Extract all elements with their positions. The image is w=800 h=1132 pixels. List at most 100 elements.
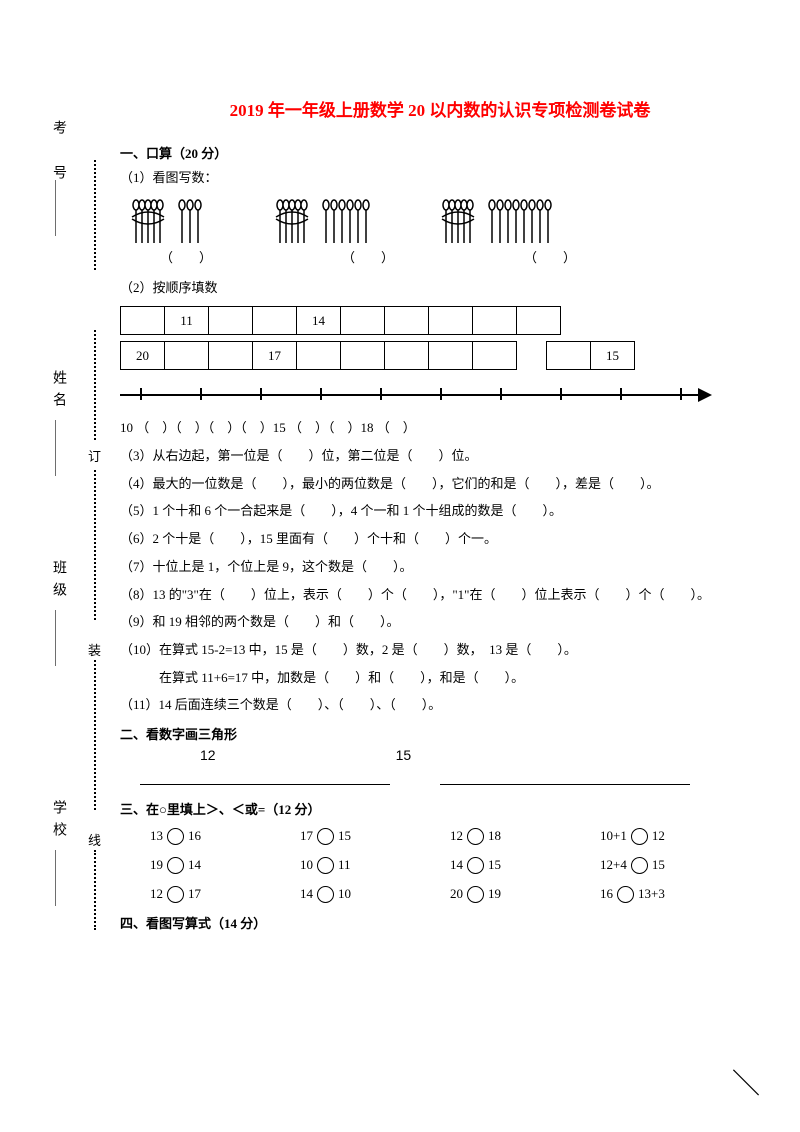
seq-cell: [547, 342, 591, 370]
q8: （8）13 的"3"在（ ）位上，表示（ ）个（ ），"1"在（ ）位上表示（ …: [120, 583, 760, 608]
compare-circle[interactable]: [467, 886, 484, 903]
compare-circle[interactable]: [317, 886, 334, 903]
number-line: [120, 380, 760, 410]
compare-circle[interactable]: [167, 828, 184, 845]
cmp-right: 17: [188, 886, 201, 902]
seq-cell: [429, 307, 473, 335]
compare-circle[interactable]: [167, 886, 184, 903]
cmp-left: 12: [150, 886, 163, 902]
q7: （7）十位上是 1，个位上是 9，这个数是（ ）。: [120, 555, 760, 580]
cmp-right: 15: [652, 857, 665, 873]
seq-cell: 14: [297, 307, 341, 335]
binding-mark-xian: 线: [88, 830, 101, 849]
tri-num-1: 12: [200, 747, 216, 763]
section4-heading: 四、看图写算式（14 分）: [120, 913, 760, 932]
q10a: （10）在算式 15-2=13 中，15 是（ ）数，2 是（ ）数， 13 是…: [120, 638, 760, 663]
seq-cell: [341, 342, 385, 370]
paren-blank: （ ）: [160, 247, 212, 266]
q5: （5）1 个十和 6 个一合起来是（ ），4 个一和 1 个十组成的数是（ ）。: [120, 499, 760, 524]
seq-cell: [517, 307, 561, 335]
sticks-group-2: [274, 197, 370, 245]
seq-cell: [473, 342, 517, 370]
seq-cell: [165, 342, 209, 370]
q3: （3）从右边起，第一位是（ ）位，第二位是（ ）位。: [120, 444, 760, 469]
binding-uline: ＿＿＿＿: [50, 850, 70, 906]
triangle-lines: [140, 771, 760, 785]
seq-cell: [209, 307, 253, 335]
cmp-left: 10: [300, 857, 313, 873]
compare-grid: 13161715121810+11219141011141512+4151217…: [150, 828, 760, 903]
compare-circle[interactable]: [167, 857, 184, 874]
tri-num-2: 15: [396, 747, 412, 763]
cmp-left: 17: [300, 828, 313, 844]
cmp-right: 16: [188, 828, 201, 844]
seq-cell: [253, 307, 297, 335]
section1-heading: 一、口算（20 分）: [120, 143, 760, 162]
compare-circle[interactable]: [467, 828, 484, 845]
compare-item: 2019: [450, 886, 600, 903]
cmp-left: 10+1: [600, 828, 627, 844]
cmp-left: 12: [450, 828, 463, 844]
draw-line: [440, 771, 690, 785]
compare-circle[interactable]: [631, 857, 648, 874]
compare-item: 1613+3: [600, 886, 750, 903]
cmp-right: 12: [652, 828, 665, 844]
sequence-table-1: 11 14: [120, 306, 561, 335]
q10b: 在算式 11+6=17 中，加数是（ ）和（ ），和是（ ）。: [120, 666, 760, 691]
compare-item: 1410: [300, 886, 450, 903]
seq-cell: [341, 307, 385, 335]
cmp-right: 15: [488, 857, 501, 873]
q6: （6）2 个十是（ ），15 里面有（ ）个十和（ ）个一。: [120, 527, 760, 552]
compare-circle[interactable]: [617, 886, 634, 903]
binding-label-school: 学校: [48, 800, 68, 844]
page-content: 2019 年一年级上册数学 20 以内数的认识专项检测卷试卷 一、口算（20 分…: [120, 96, 760, 936]
compare-circle[interactable]: [317, 857, 334, 874]
binding-dots: [94, 660, 96, 810]
section3-heading: 三、在○里填上＞、＜或=（12 分）: [120, 799, 760, 818]
cmp-right: 18: [488, 828, 501, 844]
paren-blank: （ ）: [342, 247, 394, 266]
binding-label-class: 班级: [48, 560, 68, 604]
seq-cell: [385, 307, 429, 335]
compare-item: 12+4 15: [600, 857, 750, 874]
q4: （4）最大的一位数是（ ），最小的两位数是（ ），它们的和是（ ），差是（ ）。: [120, 472, 760, 497]
q2-label: （2）按顺序填数: [120, 276, 760, 301]
cmp-left: 14: [450, 857, 463, 873]
seq-cell: [429, 342, 473, 370]
cmp-right: 10: [338, 886, 351, 902]
triangle-nums: 12 15: [200, 747, 760, 763]
binding-label-name: 姓名: [48, 370, 68, 414]
binding-uline: ＿＿＿＿: [50, 180, 70, 236]
paren-row: （ ） （ ） （ ）: [160, 247, 760, 266]
draw-line: [140, 771, 390, 785]
binding-label-examno: 考 号: [48, 120, 68, 187]
page-title: 2019 年一年级上册数学 20 以内数的认识专项检测卷试卷: [120, 96, 760, 121]
paren-blank: （ ）: [524, 247, 576, 266]
compare-circle[interactable]: [317, 828, 334, 845]
compare-circle[interactable]: [467, 857, 484, 874]
seq-gap: [517, 342, 547, 370]
cmp-left: 12+4: [600, 857, 627, 873]
binding-dots: [94, 330, 96, 440]
q9: （9）和 19 相邻的两个数是（ ）和（ ）。: [120, 610, 760, 635]
compare-item: 12 17: [150, 886, 300, 903]
compare-item: 10 11: [300, 857, 450, 874]
binding-dots: [94, 160, 96, 270]
cmp-right: 11: [338, 857, 351, 873]
seq-cell: 15: [591, 342, 635, 370]
numline-labels: 10 （ ）（ ）（ ）（ ）15 （ ）（ ）18 （ ）: [120, 416, 760, 441]
seq-cell: [385, 342, 429, 370]
sticks-row: [130, 197, 760, 245]
cmp-right: 14: [188, 857, 201, 873]
compare-item: 1914: [150, 857, 300, 874]
binding-uline: ＿＿＿＿: [50, 610, 70, 666]
cmp-left: 13: [150, 828, 163, 844]
seq-cell: [121, 307, 165, 335]
section2-heading: 二、看数字画三角形: [120, 724, 760, 743]
binding-dots: [94, 850, 96, 930]
cmp-right: 13+3: [638, 886, 665, 902]
compare-circle[interactable]: [631, 828, 648, 845]
cmp-right: 15: [338, 828, 351, 844]
sequence-table-2: 20 17 15: [120, 341, 635, 370]
q11: （11）14 后面连续三个数是（ ）、（ ）、（ ）。: [120, 693, 760, 718]
